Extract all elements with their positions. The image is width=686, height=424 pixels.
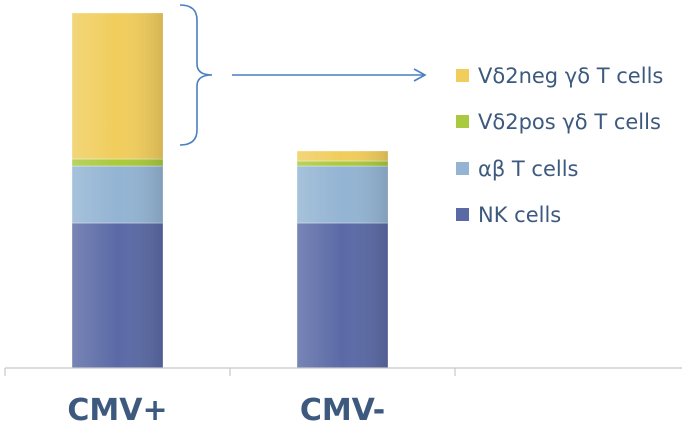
- bar-segment-shading: [72, 159, 163, 166]
- annotation-arrowhead: [413, 68, 427, 82]
- bar-segment-shading: [297, 161, 388, 166]
- category-label-cmv-negative: CMV-: [300, 393, 385, 424]
- bar-segment-shading: [72, 166, 163, 223]
- bar-segment-shading: [72, 223, 163, 368]
- legend-swatch-nk-cells: [456, 208, 469, 221]
- annotation-group: [179, 4, 427, 146]
- legend-swatch-v-2neg-t-cells: [456, 69, 469, 82]
- bar-segment-shading: [297, 166, 388, 223]
- category-labels: CMV+ CMV-: [67, 393, 385, 424]
- bar-segment-shading: [297, 223, 388, 368]
- legend-label-v-2neg-t-cells: Vδ2neg γδ T cells: [478, 64, 663, 88]
- legend-swatch-v-2pos-t-cells: [456, 115, 469, 128]
- legend: Vδ2neg γδ T cells Vδ2pos γδ T cells αβ T c…: [456, 64, 663, 227]
- legend-label-t-cells: αβ T cells: [478, 157, 579, 181]
- bar-segment-shading: [72, 13, 163, 159]
- annotation-bracket: [179, 4, 213, 146]
- legend-swatch-t-cells: [456, 162, 469, 175]
- bars-group: [71, 12, 389, 369]
- legend-label-nk-cells: NK cells: [478, 203, 561, 227]
- bar-segment-shading: [297, 151, 388, 161]
- legend-label-v-2pos-t-cells: Vδ2pos γδ T cells: [478, 110, 661, 134]
- category-label-cmv-positive: CMV+: [67, 393, 167, 424]
